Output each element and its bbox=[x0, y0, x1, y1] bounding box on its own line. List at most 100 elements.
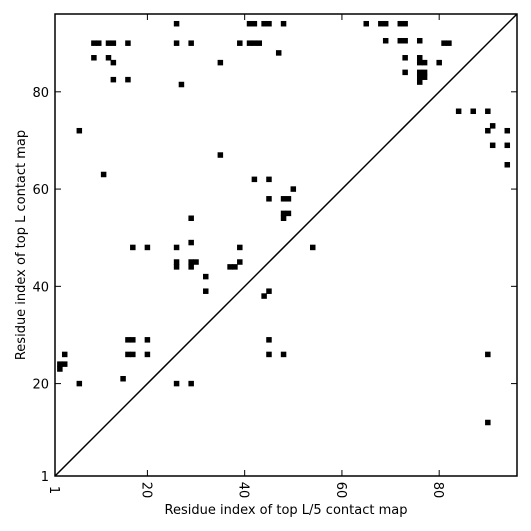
contact-point bbox=[416, 79, 423, 85]
contact-point bbox=[246, 20, 253, 27]
x-axis-label: Residue index of top L/5 contact map bbox=[165, 503, 408, 518]
contact-point bbox=[232, 264, 238, 270]
contact-point bbox=[173, 264, 180, 270]
contact-point bbox=[144, 351, 151, 358]
contact-point bbox=[455, 108, 462, 115]
contact-point bbox=[188, 259, 194, 265]
contact-point bbox=[61, 351, 68, 358]
contact-point bbox=[382, 20, 389, 27]
contact-point bbox=[280, 196, 287, 202]
contact-point bbox=[217, 59, 224, 66]
contact-point bbox=[266, 20, 272, 27]
contact-point bbox=[188, 264, 194, 270]
contact-point bbox=[193, 259, 199, 265]
contact-point bbox=[421, 74, 428, 80]
y-tick-label: 20 bbox=[32, 378, 49, 393]
contact-point bbox=[504, 142, 511, 149]
contact-point bbox=[188, 40, 194, 46]
contact-point bbox=[110, 40, 117, 46]
x-tick-label: 40 bbox=[236, 482, 251, 499]
contact-point bbox=[91, 55, 97, 61]
contact-point bbox=[237, 259, 243, 265]
contact-point bbox=[489, 123, 496, 129]
x-tick-label: 20 bbox=[138, 482, 153, 499]
contact-point bbox=[280, 20, 287, 27]
x-tick-label: 80 bbox=[430, 482, 445, 499]
contact-point bbox=[378, 20, 384, 27]
contact-point bbox=[266, 196, 272, 202]
contact-point bbox=[504, 162, 511, 168]
y-tick-label: 60 bbox=[32, 183, 49, 198]
contact-point bbox=[125, 351, 131, 358]
y-tick-label: 80 bbox=[32, 86, 49, 101]
x-tick-label: 60 bbox=[333, 482, 348, 499]
contact-point bbox=[188, 239, 194, 246]
contact-point bbox=[173, 20, 180, 27]
contact-point bbox=[446, 40, 452, 46]
contact-point bbox=[173, 40, 180, 46]
contact-point bbox=[125, 76, 131, 83]
contact-point bbox=[61, 361, 68, 367]
contact-point bbox=[246, 40, 253, 46]
contact-point bbox=[251, 40, 258, 46]
contact-point bbox=[275, 50, 282, 56]
contact-point bbox=[120, 375, 126, 382]
contact-point bbox=[285, 196, 292, 202]
x-tick-label: 1 bbox=[46, 486, 61, 494]
contact-point bbox=[76, 380, 83, 387]
contact-point bbox=[280, 215, 287, 222]
y-tick-label: 40 bbox=[32, 280, 49, 295]
contact-point bbox=[285, 210, 292, 217]
contact-point bbox=[363, 20, 369, 27]
contact-point bbox=[402, 37, 408, 44]
contact-point bbox=[266, 351, 272, 358]
contact-point bbox=[402, 20, 408, 27]
contact-point bbox=[397, 20, 404, 27]
contact-point bbox=[130, 337, 136, 343]
contact-point bbox=[125, 40, 131, 46]
contact-point bbox=[173, 380, 180, 387]
contact-point bbox=[485, 108, 491, 115]
contact-point bbox=[237, 244, 243, 251]
contact-point bbox=[110, 59, 117, 66]
contact-point bbox=[173, 244, 180, 251]
contact-point bbox=[266, 288, 272, 294]
contact-point bbox=[441, 40, 447, 46]
contact-point bbox=[485, 351, 491, 358]
contact-point bbox=[251, 20, 258, 27]
contact-point bbox=[397, 37, 404, 44]
contact-point bbox=[188, 215, 194, 222]
y-axis-label: Residue index of top L contact map bbox=[14, 130, 29, 360]
contact-point bbox=[91, 40, 97, 46]
contact-point bbox=[96, 40, 102, 46]
contact-point bbox=[485, 127, 491, 134]
contact-point bbox=[416, 69, 423, 76]
contact-point bbox=[203, 288, 209, 294]
contact-point bbox=[416, 59, 423, 66]
contact-point bbox=[416, 37, 423, 44]
contact-point bbox=[144, 337, 151, 343]
contact-point bbox=[266, 337, 272, 343]
contact-point bbox=[57, 361, 63, 367]
contact-point bbox=[256, 40, 263, 46]
contact-point bbox=[489, 142, 496, 149]
contact-point bbox=[436, 59, 442, 66]
contact-point bbox=[421, 69, 428, 76]
contact-point bbox=[130, 351, 136, 358]
contact-point bbox=[251, 176, 258, 183]
diagonal-line bbox=[54, 13, 518, 477]
contact-point bbox=[227, 264, 233, 270]
contact-point bbox=[416, 74, 423, 80]
contact-point bbox=[105, 55, 112, 61]
contact-point bbox=[416, 55, 423, 61]
contact-point bbox=[144, 244, 151, 251]
contact-point bbox=[402, 69, 408, 76]
contact-point bbox=[237, 40, 243, 46]
contact-point bbox=[188, 380, 194, 387]
contact-point bbox=[280, 210, 287, 217]
contact-point bbox=[130, 244, 136, 251]
contact-point bbox=[290, 186, 297, 192]
contact-point bbox=[280, 351, 287, 358]
contact-point bbox=[309, 244, 316, 251]
